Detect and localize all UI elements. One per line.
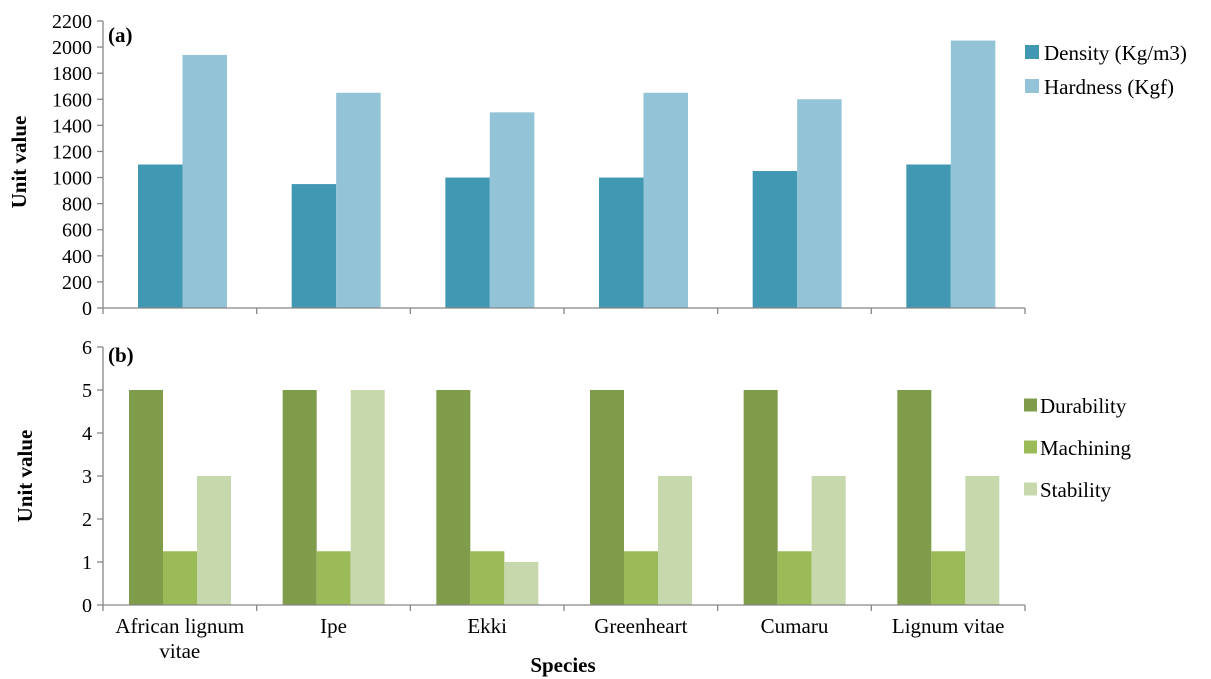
- legend-swatch: [1024, 482, 1037, 496]
- x-category-labels: African lignum vitae Ipe Ekki Greenheart Cuma…: [115, 614, 1004, 663]
- bar-hardness-kgf-4: [643, 92, 688, 308]
- bar-density-kg-m3-2: [291, 184, 337, 308]
- bar-stability-1: [197, 476, 231, 605]
- bar-hardness-kgf-5: [797, 99, 842, 309]
- bar-hardness-kgf-3: [489, 112, 535, 308]
- panel-a-bars: [138, 40, 996, 309]
- y-tick-label: 1400: [52, 115, 92, 137]
- panel-a-y-ticks: 0 200 400 600 800 1000 1200 1400 1600 1800 2000 220…: [52, 11, 1026, 320]
- y-tick-label: 2000: [52, 37, 92, 59]
- x-category-label: Cumaru: [761, 614, 829, 638]
- bar-density-kg-m3-3: [445, 177, 490, 308]
- x-category-label: Lignum vitae: [892, 614, 1005, 638]
- y-tick-label: 800: [62, 194, 92, 216]
- bar-stability-2: [350, 390, 385, 605]
- panel-a-label: (a): [108, 23, 133, 47]
- bar-stability-6: [965, 476, 1000, 605]
- panel-b-y-axis-label: Unit value: [13, 430, 37, 523]
- y-tick-label: 4: [82, 423, 92, 445]
- bar-durability-2: [282, 390, 317, 605]
- x-category-label: Ipe: [320, 614, 347, 638]
- bar-durability-1: [129, 390, 163, 605]
- panel-a-axes: [102, 21, 1025, 309]
- bar-hardness-kgf-2: [336, 92, 381, 308]
- y-tick-label: 1600: [52, 89, 92, 111]
- panel-a-chart: 0 200 400 600 800 1000 1200 1400 1600 1800 2000 220…: [7, 11, 1187, 320]
- y-tick-label: 1200: [52, 141, 92, 163]
- bar-machining-4: [624, 551, 658, 605]
- legend-swatch: [1024, 440, 1037, 454]
- bar-machining-5: [777, 551, 812, 605]
- y-tick-label: 2: [82, 509, 92, 531]
- panel-b-chart: 0 1 2 3 4 5 6 (b) Unit value Durability Machini…: [13, 337, 1131, 663]
- bar-machining-3: [470, 551, 505, 605]
- legend-entry: Durability: [1040, 394, 1127, 418]
- x-category-label: Ekki: [467, 614, 507, 638]
- panel-b-y-ticks: 0 1 2 3 4 5 6: [82, 337, 1026, 617]
- y-tick-label: 1000: [52, 168, 92, 190]
- bar-durability-6: [897, 390, 932, 605]
- y-tick-label: 2200: [52, 11, 92, 33]
- panel-b-label: (b): [108, 343, 134, 367]
- legend-swatch: [1025, 45, 1039, 59]
- bar-hardness-kgf-6: [950, 40, 996, 308]
- panel-b-legend: Durability Machining Stability: [1024, 394, 1131, 502]
- y-tick-label: 0: [82, 595, 92, 617]
- legend-swatch: [1025, 79, 1039, 93]
- bar-hardness-kgf-1: [182, 54, 227, 308]
- y-tick-label: 1: [82, 552, 92, 574]
- y-tick-label: 1800: [52, 63, 92, 85]
- y-tick-label: 0: [82, 298, 92, 320]
- bar-machining-1: [163, 551, 197, 605]
- x-category-label: Greenheart: [594, 614, 687, 638]
- panel-b-axes: [102, 347, 1025, 606]
- bar-stability-5: [811, 476, 846, 605]
- bar-density-kg-m3-1: [138, 164, 183, 308]
- y-tick-label: 5: [82, 380, 92, 402]
- bar-density-kg-m3-5: [752, 171, 798, 308]
- x-axis-label: Species: [530, 653, 595, 677]
- legend-entry: Density (Kg/m3): [1044, 41, 1187, 65]
- bar-machining-2: [316, 551, 351, 605]
- bar-durability-3: [436, 390, 471, 605]
- bar-density-kg-m3-6: [906, 164, 951, 308]
- y-tick-label: 3: [82, 466, 92, 488]
- bar-stability-4: [658, 476, 692, 605]
- legend-entry: Stability: [1040, 478, 1112, 502]
- bar-durability-5: [743, 390, 778, 605]
- panel-a-legend: Density (Kg/m3) Hardness (Kgf): [1025, 41, 1187, 99]
- bar-density-kg-m3-4: [599, 177, 644, 308]
- y-tick-label: 6: [82, 337, 92, 359]
- legend-entry: Machining: [1040, 436, 1131, 460]
- y-tick-label: 200: [62, 272, 92, 294]
- bar-machining-6: [931, 551, 966, 605]
- bar-durability-4: [590, 390, 624, 605]
- legend-entry: Hardness (Kgf): [1044, 75, 1174, 99]
- y-tick-label: 400: [62, 246, 92, 268]
- y-tick-label: 600: [62, 220, 92, 242]
- panel-b-bars: [129, 390, 1000, 605]
- panel-a-y-axis-label: Unit value: [7, 116, 31, 209]
- legend-swatch: [1024, 398, 1037, 412]
- x-category-label: African lignum vitae: [115, 614, 244, 663]
- bar-stability-3: [504, 562, 539, 605]
